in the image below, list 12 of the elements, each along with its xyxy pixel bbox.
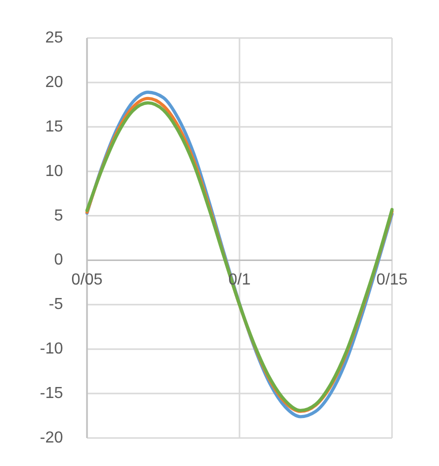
y-tick-label: 25 — [45, 30, 64, 46]
y-tick-label: 15 — [45, 118, 64, 136]
y-tick-label: 5 — [54, 207, 64, 224]
y-tick-label: 20 — [45, 74, 64, 91]
y-tick-label: -10 — [40, 340, 64, 358]
y-tick-label: -15 — [40, 385, 64, 402]
y-tick-label: -20 — [40, 430, 64, 446]
y-tick-label: -5 — [48, 296, 64, 314]
x-tick-label: 0/05 — [71, 272, 103, 289]
y-tick-label: 0 — [54, 252, 64, 269]
x-tick-label: 0/15 — [376, 272, 408, 289]
y-tick-label: 10 — [45, 162, 64, 180]
